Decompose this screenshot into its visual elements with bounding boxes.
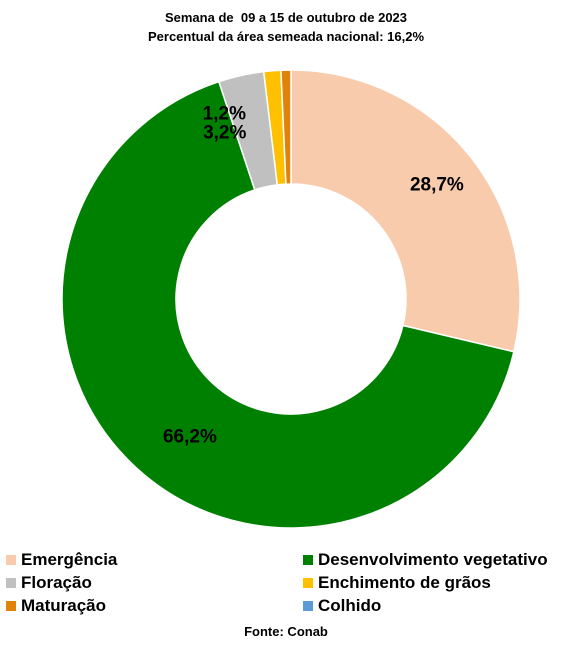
legend-label: Enchimento de grãos bbox=[318, 573, 491, 592]
legend-item-floracao: Floração bbox=[6, 573, 92, 593]
slice-maturacao bbox=[280, 69, 292, 185]
legend: Emergência Desenvolvimento vegetativo Fl… bbox=[0, 548, 572, 620]
legend-label: Emergência bbox=[21, 550, 118, 569]
legend-item-enchimento: Enchimento de grãos bbox=[303, 573, 491, 593]
legend-item-desenvolvimento: Desenvolvimento vegetativo bbox=[303, 550, 548, 570]
legend-label: Maturação bbox=[21, 596, 107, 615]
legend-label: Floração bbox=[21, 573, 92, 592]
legend-swatch bbox=[6, 601, 16, 611]
data-label: 66,2% bbox=[163, 427, 217, 448]
donut-chart: Semana de 09 a 15 de outubro de 2023 Per… bbox=[61, 10, 521, 529]
legend-item-colhido: Colhido bbox=[303, 596, 381, 616]
data-label: 1,2% bbox=[203, 104, 246, 125]
data-label: 28,7% bbox=[410, 175, 464, 196]
legend-swatch bbox=[6, 555, 16, 565]
legend-swatch bbox=[303, 555, 313, 565]
source-note: Fonte: Conab bbox=[244, 624, 328, 639]
donut-slices bbox=[61, 69, 521, 529]
data-label: 3,2% bbox=[203, 123, 246, 144]
legend-swatch bbox=[6, 578, 16, 588]
slice-emergencia bbox=[290, 69, 521, 353]
legend-swatch bbox=[303, 601, 313, 611]
data-labels: 28,7% 66,2% 3,2%1,2% bbox=[163, 104, 464, 448]
legend-swatch bbox=[303, 578, 313, 588]
legend-item-maturacao: Maturação bbox=[6, 596, 106, 616]
chart-title: Semana de 09 a 15 de outubro de 2023 bbox=[165, 10, 407, 25]
chart-subtitle: Percentual da área semeada nacional: 16,… bbox=[148, 29, 424, 44]
slice-desenvolvimento-vegetativo bbox=[61, 80, 515, 529]
legend-label: Desenvolvimento vegetativo bbox=[318, 550, 548, 569]
legend-item-emergencia: Emergência bbox=[6, 550, 117, 570]
legend-label: Colhido bbox=[318, 596, 382, 615]
